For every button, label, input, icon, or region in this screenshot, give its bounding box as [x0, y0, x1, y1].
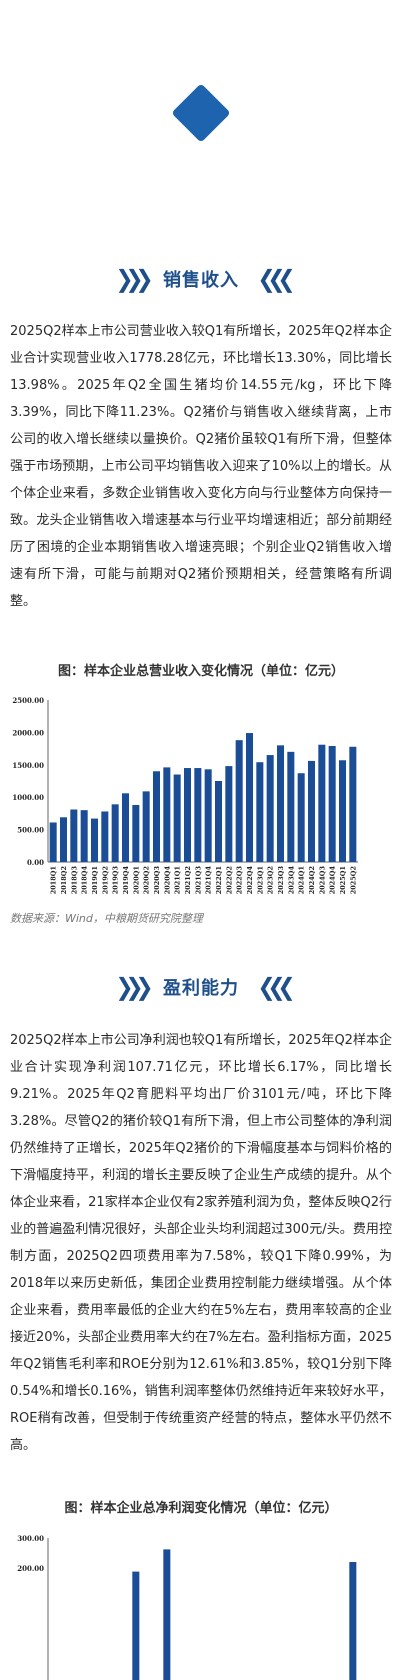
x-tick-label: 2023Q1 — [256, 866, 264, 894]
bar — [163, 1549, 171, 1680]
bar — [163, 767, 171, 862]
bar — [266, 755, 274, 862]
x-tick-label: 2021Q4 — [205, 866, 213, 895]
bar — [287, 751, 295, 862]
bar — [338, 760, 347, 862]
bar — [349, 746, 357, 862]
section-header-profit: ❯ ❯ ❯ 盈利能力 ❮ ❮ ❮ — [0, 974, 402, 1000]
bar — [328, 746, 336, 862]
y-tick-label: 200.00 — [17, 1564, 44, 1573]
x-tick-label: 2023Q4 — [287, 866, 295, 895]
x-tick-label: 2018Q2 — [60, 866, 68, 894]
bar — [214, 781, 223, 862]
figure-title: 图：样本企业总营业收入变化情况（单位：亿元） — [57, 664, 344, 679]
x-tick-label: 2025Q2 — [349, 866, 357, 894]
y-tick-label: 1500.00 — [12, 761, 44, 770]
x-tick-label: 2020Q3 — [153, 866, 161, 895]
figure-title: 图：样本企业总净利润变化情况（单位：亿元） — [64, 1501, 338, 1516]
bar — [59, 817, 68, 862]
bar — [80, 810, 88, 862]
bar — [49, 822, 57, 862]
bar — [70, 809, 78, 862]
bar — [121, 793, 130, 862]
section-title: 销售收入 — [163, 270, 239, 291]
section-paragraph: 2025Q2样本上市公司营业收入较Q1有所增长，2025年Q2样本企业合计实现营… — [10, 324, 392, 609]
bar — [245, 733, 254, 862]
x-tick-label: 2018Q4 — [81, 866, 89, 895]
x-tick-label: 2024Q3 — [318, 866, 326, 895]
x-tick-label: 2020Q4 — [163, 866, 171, 895]
bar — [101, 811, 109, 862]
x-tick-label: 2019Q3 — [112, 866, 120, 895]
bar — [132, 804, 140, 862]
section-title: 盈利能力 — [163, 978, 239, 999]
y-tick-label: 500.00 — [17, 826, 44, 835]
bar — [90, 818, 99, 862]
x-tick-label: 2022Q1 — [215, 866, 223, 894]
section-paragraph: 2025Q2样本上市公司净利润也较Q1有所增长，2025年Q2样本企业合计实现净… — [10, 1033, 392, 1453]
x-tick-label: 2018Q3 — [70, 866, 78, 895]
bar — [256, 762, 264, 862]
y-tick-label: 1000.00 — [12, 793, 44, 802]
data-source: 数据来源：Wind，中粮期货研究院整理 — [10, 912, 203, 925]
bar — [183, 768, 192, 862]
x-tick-label: 2020Q1 — [132, 866, 140, 894]
section-header-sales: ❯ ❯ ❯ 销售收入 ❮ ❮ ❮ — [0, 266, 402, 292]
x-tick-label: 2022Q2 — [225, 866, 233, 894]
y-tick-label: 2000.00 — [12, 728, 44, 737]
bar — [204, 769, 212, 862]
x-tick-label: 2021Q3 — [194, 866, 202, 895]
double-chevron-right-icon: ❯ ❯ ❯ — [115, 973, 153, 1001]
double-chevron-right-icon: ❯ ❯ ❯ — [115, 265, 153, 293]
bar — [173, 774, 181, 862]
x-tick-label: 2023Q3 — [277, 866, 285, 895]
bar — [276, 745, 285, 862]
double-chevron-left-icon: ❮ ❮ ❮ — [257, 973, 296, 1001]
bar — [225, 766, 233, 862]
x-tick-label: 2024Q4 — [329, 866, 337, 895]
x-tick-label: 2021Q2 — [184, 866, 192, 894]
x-tick-label: 2022Q3 — [236, 866, 244, 895]
bar — [142, 791, 150, 862]
y-tick-label: 0.00 — [27, 858, 44, 867]
profit-bar-chart: 300.00 200.00 — [17, 1534, 357, 1680]
bar — [235, 740, 243, 862]
y-tick-label: 300.00 — [17, 1534, 44, 1543]
x-tick-label: 2024Q1 — [298, 866, 306, 894]
bar — [132, 1571, 140, 1680]
x-tick-label: 2025Q1 — [339, 866, 347, 894]
x-tick-label: 2019Q2 — [101, 866, 109, 894]
bar — [318, 744, 326, 862]
x-tick-label: 2022Q4 — [246, 866, 254, 895]
x-tick-label: 2024Q2 — [308, 866, 316, 894]
x-tick-label: 2023Q2 — [267, 866, 275, 894]
bar — [349, 1562, 357, 1680]
bar — [194, 768, 202, 862]
x-tick-label: 2018Q1 — [50, 866, 58, 894]
x-tick-label: 2021Q1 — [174, 866, 182, 894]
decorative-diamond — [171, 83, 231, 143]
bar — [297, 773, 305, 862]
x-tick-label: 2020Q2 — [143, 866, 151, 894]
x-tick-label: 2019Q4 — [122, 866, 130, 895]
x-tick-label: 2019Q1 — [91, 866, 99, 894]
bar — [307, 760, 316, 862]
double-chevron-left-icon: ❮ ❮ ❮ — [257, 265, 296, 293]
revenue-bar-chart: 0.00 500.00 1000.00 1500.00 2000.00 2500.00 20… — [12, 696, 358, 895]
y-tick-label: 2500.00 — [12, 696, 44, 705]
bar — [152, 771, 161, 862]
bar — [111, 804, 119, 862]
